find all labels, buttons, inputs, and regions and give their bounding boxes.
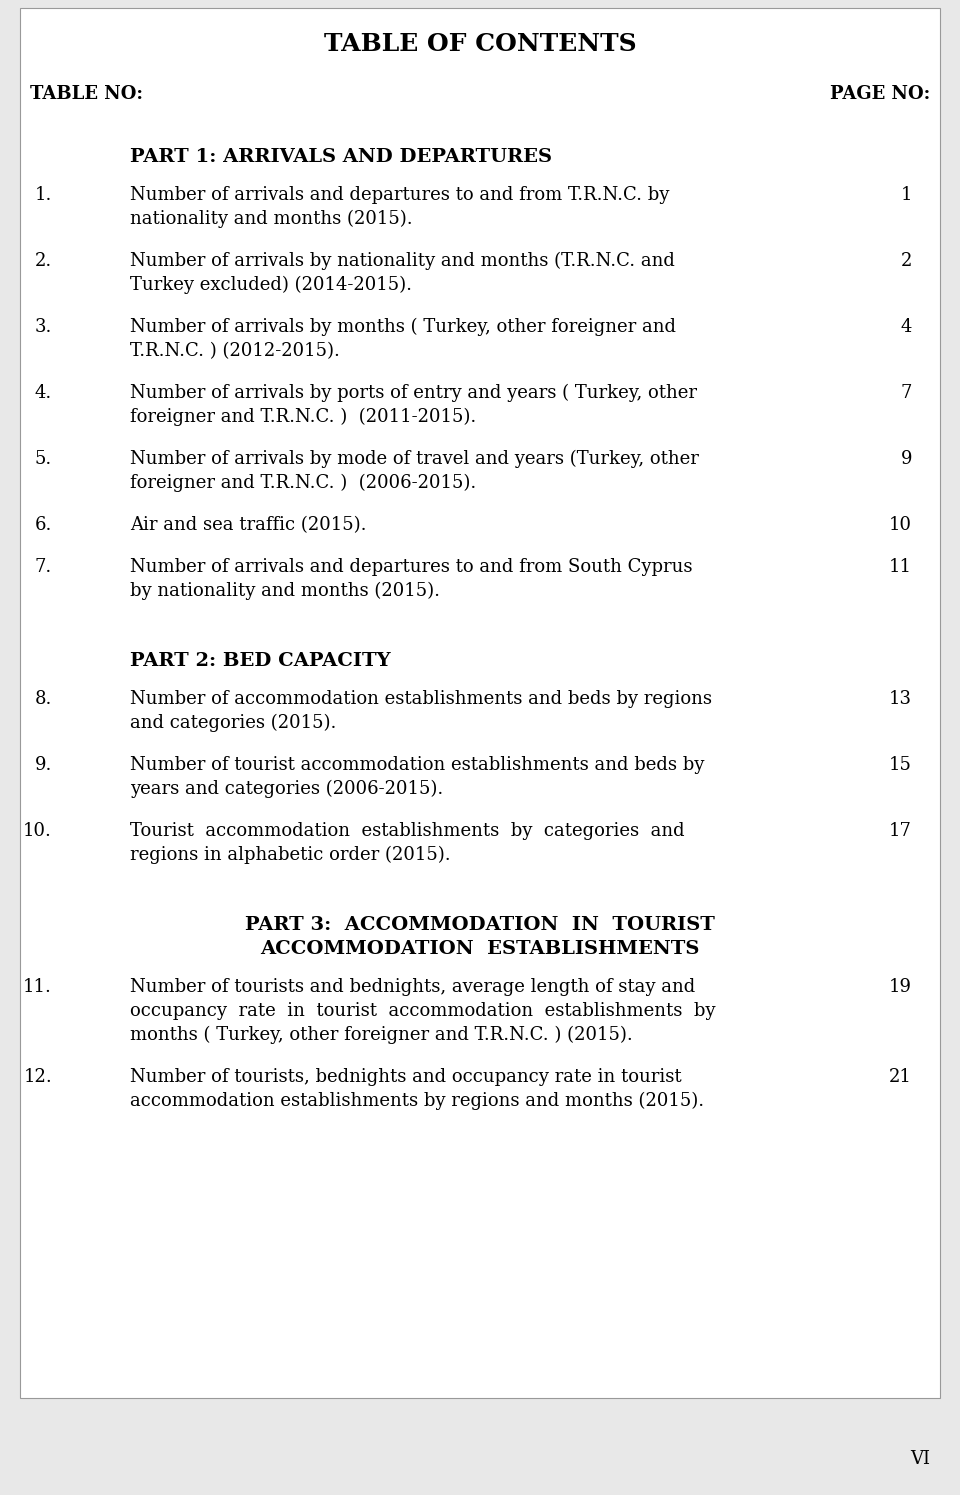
Text: Number of arrivals by nationality and months (T.R.N.C. and: Number of arrivals by nationality and mo…: [130, 253, 675, 271]
Text: 11.: 11.: [23, 978, 52, 996]
Text: 15: 15: [889, 756, 912, 774]
Text: Air and sea traffic (2015).: Air and sea traffic (2015).: [130, 516, 367, 534]
Text: 12.: 12.: [23, 1067, 52, 1085]
Text: 7.: 7.: [35, 558, 52, 576]
Text: 5.: 5.: [35, 450, 52, 468]
Text: Number of tourists, bednights and occupancy rate in tourist: Number of tourists, bednights and occupa…: [130, 1067, 682, 1085]
Text: Number of tourists and bednights, average length of stay and: Number of tourists and bednights, averag…: [130, 978, 695, 996]
Text: 6.: 6.: [35, 516, 52, 534]
Text: TABLE NO:: TABLE NO:: [30, 85, 143, 103]
Text: 4.: 4.: [35, 384, 52, 402]
Text: by nationality and months (2015).: by nationality and months (2015).: [130, 582, 440, 601]
Text: and categories (2015).: and categories (2015).: [130, 715, 336, 733]
FancyBboxPatch shape: [20, 7, 940, 1398]
Text: 10: 10: [889, 516, 912, 534]
Text: 7: 7: [900, 384, 912, 402]
Text: Number of arrivals and departures to and from T.R.N.C. by: Number of arrivals and departures to and…: [130, 185, 669, 203]
Text: 3.: 3.: [35, 318, 52, 336]
Text: occupancy  rate  in  tourist  accommodation  establishments  by: occupancy rate in tourist accommodation …: [130, 1002, 715, 1020]
Text: PAGE NO:: PAGE NO:: [829, 85, 930, 103]
Text: ACCOMMODATION  ESTABLISHMENTS: ACCOMMODATION ESTABLISHMENTS: [260, 940, 700, 958]
Text: 2: 2: [900, 253, 912, 271]
Text: 10.: 10.: [23, 822, 52, 840]
Text: 9.: 9.: [35, 756, 52, 774]
Text: 1: 1: [900, 185, 912, 203]
Text: 8.: 8.: [35, 691, 52, 709]
Text: Tourist  accommodation  establishments  by  categories  and: Tourist accommodation establishments by …: [130, 822, 684, 840]
Text: regions in alphabetic order (2015).: regions in alphabetic order (2015).: [130, 846, 450, 864]
Text: VI: VI: [910, 1450, 930, 1468]
Text: 17: 17: [889, 822, 912, 840]
Text: Number of arrivals by mode of travel and years (Turkey, other: Number of arrivals by mode of travel and…: [130, 450, 699, 468]
Text: 19: 19: [889, 978, 912, 996]
Text: Turkey excluded) (2014-2015).: Turkey excluded) (2014-2015).: [130, 277, 412, 295]
Text: Number of accommodation establishments and beds by regions: Number of accommodation establishments a…: [130, 691, 712, 709]
Text: foreigner and T.R.N.C. )  (2006-2015).: foreigner and T.R.N.C. ) (2006-2015).: [130, 474, 476, 492]
Text: 2.: 2.: [35, 253, 52, 271]
Text: 9: 9: [900, 450, 912, 468]
Text: Number of tourist accommodation establishments and beds by: Number of tourist accommodation establis…: [130, 756, 705, 774]
Text: foreigner and T.R.N.C. )  (2011-2015).: foreigner and T.R.N.C. ) (2011-2015).: [130, 408, 476, 426]
Text: Number of arrivals by ports of entry and years ( Turkey, other: Number of arrivals by ports of entry and…: [130, 384, 697, 402]
Text: nationality and months (2015).: nationality and months (2015).: [130, 209, 413, 229]
Text: PART 2: BED CAPACITY: PART 2: BED CAPACITY: [130, 652, 391, 670]
Text: PART 3:  ACCOMMODATION  IN  TOURIST: PART 3: ACCOMMODATION IN TOURIST: [245, 916, 715, 934]
Text: PART 1: ARRIVALS AND DEPARTURES: PART 1: ARRIVALS AND DEPARTURES: [130, 148, 552, 166]
Text: years and categories (2006-2015).: years and categories (2006-2015).: [130, 780, 444, 798]
Text: 21: 21: [889, 1067, 912, 1085]
Text: Number of arrivals and departures to and from South Cyprus: Number of arrivals and departures to and…: [130, 558, 692, 576]
Text: accommodation establishments by regions and months (2015).: accommodation establishments by regions …: [130, 1091, 704, 1111]
Text: 13: 13: [889, 691, 912, 709]
Text: 11: 11: [889, 558, 912, 576]
Text: months ( Turkey, other foreigner and T.R.N.C. ) (2015).: months ( Turkey, other foreigner and T.R…: [130, 1026, 633, 1044]
Text: T.R.N.C. ) (2012-2015).: T.R.N.C. ) (2012-2015).: [130, 342, 340, 360]
Text: 4: 4: [900, 318, 912, 336]
Text: 1.: 1.: [35, 185, 52, 203]
Text: Number of arrivals by months ( Turkey, other foreigner and: Number of arrivals by months ( Turkey, o…: [130, 318, 676, 336]
Text: TABLE OF CONTENTS: TABLE OF CONTENTS: [324, 31, 636, 55]
